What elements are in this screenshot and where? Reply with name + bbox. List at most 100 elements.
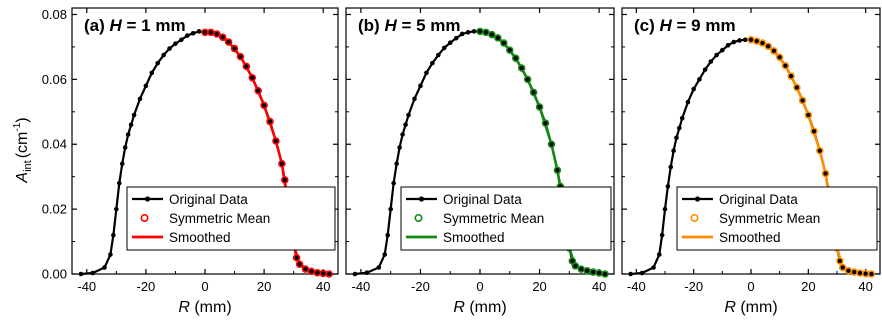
original-data-point	[495, 35, 501, 41]
legend-label-smoothed: Smoothed	[719, 230, 781, 245]
panel-title-var: H	[660, 16, 673, 35]
original-data-point	[788, 73, 794, 79]
original-data-point	[196, 29, 202, 34]
original-data-point	[596, 270, 602, 276]
legend-label-symmetric: Symmetric Mean	[169, 211, 270, 226]
symmetric-mean-point	[266, 117, 274, 126]
original-data-point	[639, 270, 645, 276]
original-data-point	[748, 37, 754, 43]
legend-label-smoothed: Smoothed	[169, 230, 231, 245]
original-data-point	[267, 119, 273, 124]
x-axis-label-unit: (mm)	[736, 299, 778, 316]
original-data-point	[771, 48, 777, 54]
symmetric-mean-point	[292, 254, 301, 262]
symmetric-mean-point	[535, 103, 544, 111]
panel-title: (a) H = 1 mm	[84, 16, 186, 35]
x-axis-label-var: R	[178, 299, 190, 316]
original-data-point	[184, 33, 190, 38]
x-axis-label-unit: (mm)	[190, 299, 232, 316]
original-data-point	[572, 263, 578, 269]
x-tick-label: 40	[858, 279, 872, 294]
original-data-point	[602, 271, 608, 277]
original-data-point	[668, 164, 674, 170]
original-data-point	[255, 88, 261, 94]
legend-label-original: Original Data	[443, 192, 522, 207]
legend-label-original: Original Data	[719, 192, 798, 207]
original-data-point	[837, 258, 843, 264]
original-data-point	[155, 60, 161, 66]
symmetric-mean-point	[506, 46, 514, 54]
original-data-point	[232, 46, 237, 51]
original-data-point	[811, 128, 817, 134]
symmetric-mean-point	[511, 54, 520, 63]
y-axis-label-sup: -1	[12, 122, 23, 131]
original-data-point	[376, 265, 382, 270]
original-data-point	[397, 145, 402, 150]
original-data-point	[584, 268, 590, 274]
original-data-point	[665, 184, 671, 189]
original-data-point	[725, 43, 731, 48]
original-data-point	[167, 46, 172, 51]
x-tick-label: -40	[77, 279, 96, 294]
x-axis-label-var: R	[453, 299, 465, 316]
symmetric-mean-point	[281, 176, 289, 184]
x-tick-label: 40	[592, 279, 606, 294]
original-data-point	[806, 112, 811, 118]
y-axis-label: Aint(cm-1)	[12, 117, 34, 183]
original-data-point	[179, 37, 184, 43]
original-data-point	[90, 270, 95, 276]
original-data-point	[477, 29, 483, 34]
x-axis-label: R (mm)	[724, 299, 777, 316]
symmetric-mean-point	[867, 270, 876, 278]
original-data-point	[326, 271, 332, 277]
symmetric-mean-point	[254, 86, 262, 95]
original-data-point	[628, 271, 633, 277]
panel-title-prefix: (c)	[634, 16, 660, 35]
legend-marker-original	[694, 196, 701, 202]
x-tick-label: -20	[684, 279, 703, 294]
x-tick-label: -40	[627, 279, 646, 294]
original-data-point	[519, 65, 524, 71]
panel-title-prefix: (b)	[358, 16, 384, 35]
panel-title-var: H	[110, 16, 123, 35]
original-data-point	[742, 37, 748, 43]
symmetric-mean-point	[758, 39, 767, 47]
original-data-point	[671, 148, 676, 154]
y-axis-label-unit: (cm	[14, 132, 31, 159]
original-data-point	[128, 122, 134, 128]
x-axis-label: R (mm)	[453, 299, 506, 316]
original-data-point	[823, 171, 828, 176]
original-data-point	[418, 83, 423, 89]
original-data-point	[297, 261, 302, 267]
symmetric-mean-point	[770, 47, 778, 55]
symmetric-mean-point	[248, 73, 257, 82]
original-data-point	[697, 77, 702, 82]
original-data-point	[294, 255, 299, 261]
x-axis-label: R (mm)	[178, 299, 231, 316]
original-data-point	[857, 270, 863, 276]
original-data-point	[394, 161, 399, 167]
symmetric-mean-point	[810, 127, 818, 136]
original-data-point	[385, 232, 390, 238]
y-tick-label: 0.06	[42, 72, 67, 87]
original-data-point	[391, 180, 396, 186]
original-data-point	[453, 35, 459, 41]
original-data-point	[320, 271, 326, 276]
legend-box	[400, 186, 612, 251]
symmetric-mean-point	[571, 262, 580, 270]
legend: Original Data Symmetric Mean Smoothed	[126, 186, 336, 251]
original-data-point	[525, 77, 530, 82]
original-data-point	[119, 161, 125, 167]
original-data-point	[214, 31, 220, 37]
legend-marker-original	[144, 196, 151, 202]
symmetric-mean-point	[821, 169, 830, 178]
original-data-point	[691, 86, 696, 92]
legend-box	[126, 186, 336, 251]
original-data-point	[731, 39, 737, 45]
legend-marker-symmetric	[690, 214, 699, 223]
panel-a: -40 -20 0 20 40 R (mm) (a) H = 1 mm Original Da…	[71, 7, 339, 316]
original-data-point	[382, 252, 388, 257]
original-data-point	[352, 271, 358, 277]
original-data-point	[122, 145, 128, 150]
